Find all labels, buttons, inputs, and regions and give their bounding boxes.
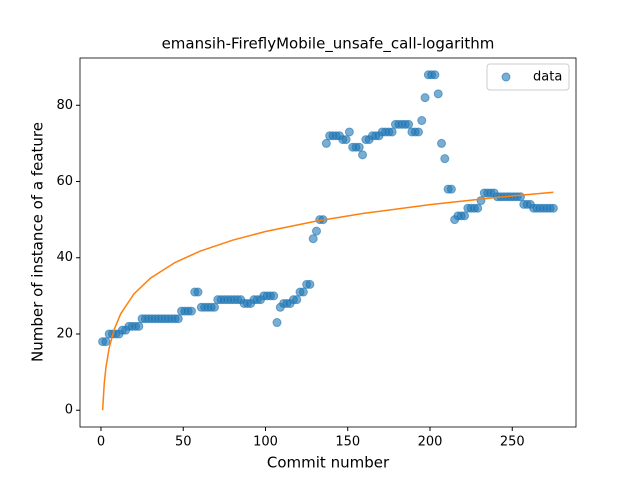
point — [341, 135, 351, 145]
axes-frame — [79, 57, 577, 428]
fit-line — [101, 191, 554, 411]
point — [101, 337, 111, 347]
x-tick-label: 150 — [335, 435, 360, 450]
x-tick-label: 0 — [97, 435, 105, 450]
legend-label: data — [533, 70, 562, 85]
y-tick-label: 60 — [56, 174, 73, 189]
point — [321, 138, 331, 148]
point — [446, 184, 456, 194]
chart-title: emansih-FireflyMobile_unsafe_call-logari… — [162, 35, 495, 54]
point — [305, 279, 315, 289]
point — [413, 127, 423, 137]
y-tick-label: 0 — [65, 403, 73, 418]
point — [134, 321, 144, 331]
y-tick-label: 40 — [56, 250, 73, 265]
point — [272, 318, 282, 328]
legend-box — [486, 63, 570, 91]
y-tick-label: 20 — [56, 326, 73, 341]
point — [292, 295, 302, 305]
point — [417, 116, 427, 126]
y-tick-label: 80 — [56, 98, 73, 113]
point — [420, 93, 430, 103]
point — [440, 154, 450, 164]
point — [311, 226, 321, 236]
x-tick-label: 200 — [418, 435, 443, 450]
point — [437, 138, 447, 148]
point — [209, 302, 219, 312]
point — [404, 119, 414, 129]
legend-marker — [501, 72, 511, 82]
x-tick-label: 100 — [253, 435, 278, 450]
x-tick-label: 250 — [500, 435, 525, 450]
point — [430, 70, 440, 80]
x-tick-label: 50 — [175, 435, 192, 450]
point — [354, 142, 364, 152]
point — [515, 192, 525, 202]
point — [473, 203, 483, 213]
point — [460, 211, 470, 221]
point — [308, 234, 318, 244]
point — [193, 287, 203, 297]
point — [433, 89, 443, 99]
point — [298, 287, 308, 297]
point — [548, 203, 558, 213]
point — [387, 127, 397, 137]
x-axis-label: Commit number — [267, 454, 390, 472]
y-axis-label: Number of instance of a feature — [29, 122, 47, 362]
point — [358, 150, 368, 160]
point — [186, 306, 196, 316]
point — [173, 314, 183, 324]
point — [269, 291, 279, 301]
point — [476, 196, 486, 206]
point — [344, 127, 354, 137]
